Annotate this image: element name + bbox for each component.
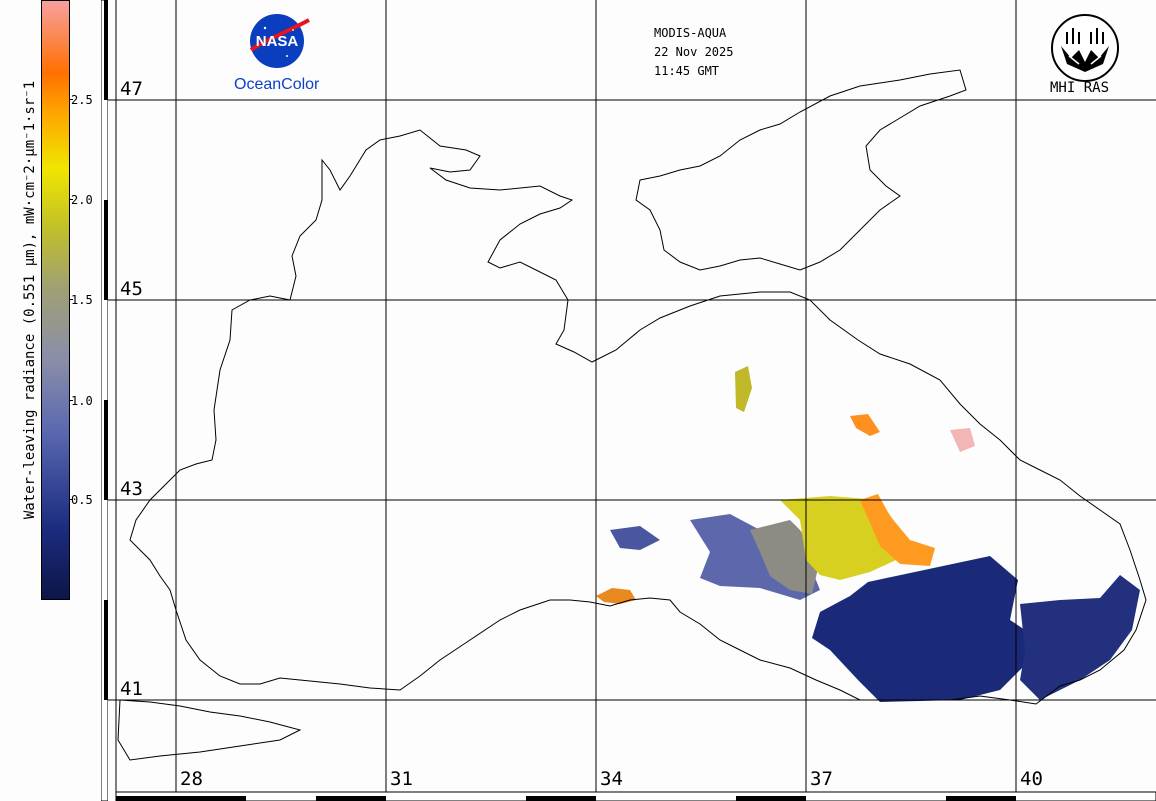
radiance-patch-grey-olive bbox=[750, 520, 820, 594]
colorbar-tick-1.0: 1.0 bbox=[69, 395, 101, 407]
lat-label-41: 41 bbox=[120, 678, 143, 700]
colorbar-tick-2.0: 2.0 bbox=[69, 194, 101, 206]
lon-label-31: 31 bbox=[390, 768, 413, 790]
radiance-patch-dark-blue-east bbox=[1020, 575, 1140, 700]
nasa-logo-text: NASA bbox=[256, 33, 299, 50]
lat-label-47: 47 bbox=[120, 78, 143, 100]
coastline-main bbox=[129, 129, 1147, 705]
radiance-patch-north-orange bbox=[850, 414, 880, 436]
radiance-patch-pink bbox=[950, 428, 975, 452]
lon-label-40: 40 bbox=[1020, 768, 1043, 790]
lon-label-37: 37 bbox=[810, 768, 833, 790]
lat-label-45: 45 bbox=[120, 278, 143, 300]
product-info: MODIS-AQUA 22 Nov 2025 11:45 GMT bbox=[654, 24, 733, 81]
radiance-patch-orange bbox=[860, 494, 935, 566]
sensor-name: MODIS-AQUA bbox=[654, 26, 727, 40]
radiance-patch-dark-blue bbox=[812, 556, 1040, 702]
lon-label-34: 34 bbox=[600, 768, 623, 790]
radiance-data-layer bbox=[596, 366, 1140, 702]
nasa-logo-icon: NASA bbox=[249, 14, 310, 68]
acquisition-time: 11:45 GMT bbox=[654, 64, 720, 78]
acquisition-date: 22 Nov 2025 bbox=[654, 45, 734, 59]
colorbar-tick-2.5: 2.5 bbox=[69, 94, 101, 106]
colorbar-tick-1.5: 1.5 bbox=[69, 294, 101, 306]
radiance-patch-north bbox=[735, 366, 752, 412]
coastline bbox=[117, 69, 1147, 761]
mhi-ras-label: MHI RAS bbox=[1050, 80, 1110, 96]
lon-label-28: 28 bbox=[180, 768, 203, 790]
lat-label-43: 43 bbox=[120, 478, 143, 500]
oceancolor-label: OceanColor bbox=[234, 76, 320, 93]
radiance-patch-sinop bbox=[610, 526, 660, 550]
graticule bbox=[108, 0, 1156, 792]
mhi-ras-logo-icon bbox=[1051, 14, 1119, 82]
vertical-scale-bar bbox=[101, 0, 108, 801]
coastline-bosporus bbox=[117, 699, 302, 761]
coastline-azov bbox=[635, 69, 967, 271]
radiance-patch-strait bbox=[596, 588, 636, 604]
colorbar-tick-0.5: 0.5 bbox=[69, 494, 101, 506]
bottom-scale-bar bbox=[115, 791, 1156, 801]
colorbar-gradient bbox=[41, 0, 70, 600]
colorbar-title: Water-leaving radiance (0.551 µm), mW·cm… bbox=[22, 80, 38, 520]
colorbar: Water-leaving radiance (0.551 µm), mW·cm… bbox=[0, 0, 108, 801]
